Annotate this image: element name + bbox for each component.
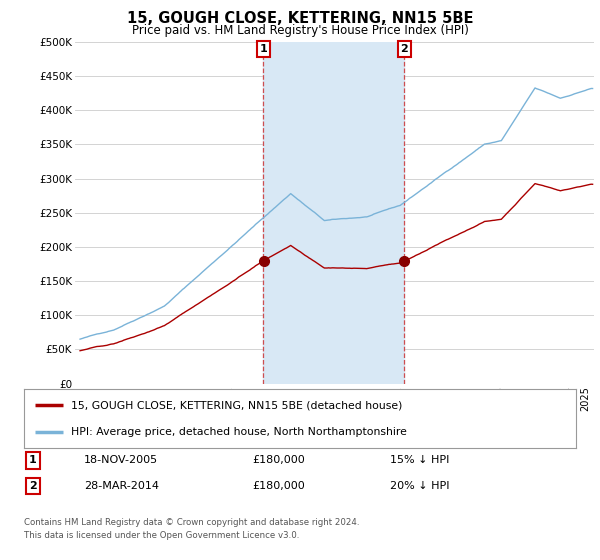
Text: 2: 2 xyxy=(29,481,37,491)
Text: 15, GOUGH CLOSE, KETTERING, NN15 5BE: 15, GOUGH CLOSE, KETTERING, NN15 5BE xyxy=(127,11,473,26)
Text: 18-NOV-2005: 18-NOV-2005 xyxy=(84,455,158,465)
Text: 1: 1 xyxy=(260,44,267,54)
Text: 28-MAR-2014: 28-MAR-2014 xyxy=(84,481,159,491)
Text: 2: 2 xyxy=(400,44,408,54)
Text: HPI: Average price, detached house, North Northamptonshire: HPI: Average price, detached house, Nort… xyxy=(71,427,407,437)
Text: 20% ↓ HPI: 20% ↓ HPI xyxy=(390,481,449,491)
Text: Price paid vs. HM Land Registry's House Price Index (HPI): Price paid vs. HM Land Registry's House … xyxy=(131,24,469,36)
Text: Contains HM Land Registry data © Crown copyright and database right 2024.
This d: Contains HM Land Registry data © Crown c… xyxy=(24,518,359,539)
Text: £180,000: £180,000 xyxy=(252,455,305,465)
Bar xyxy=(263,42,404,384)
Text: 15% ↓ HPI: 15% ↓ HPI xyxy=(390,455,449,465)
Text: £180,000: £180,000 xyxy=(252,481,305,491)
Text: 15, GOUGH CLOSE, KETTERING, NN15 5BE (detached house): 15, GOUGH CLOSE, KETTERING, NN15 5BE (de… xyxy=(71,400,402,410)
Text: 1: 1 xyxy=(29,455,37,465)
